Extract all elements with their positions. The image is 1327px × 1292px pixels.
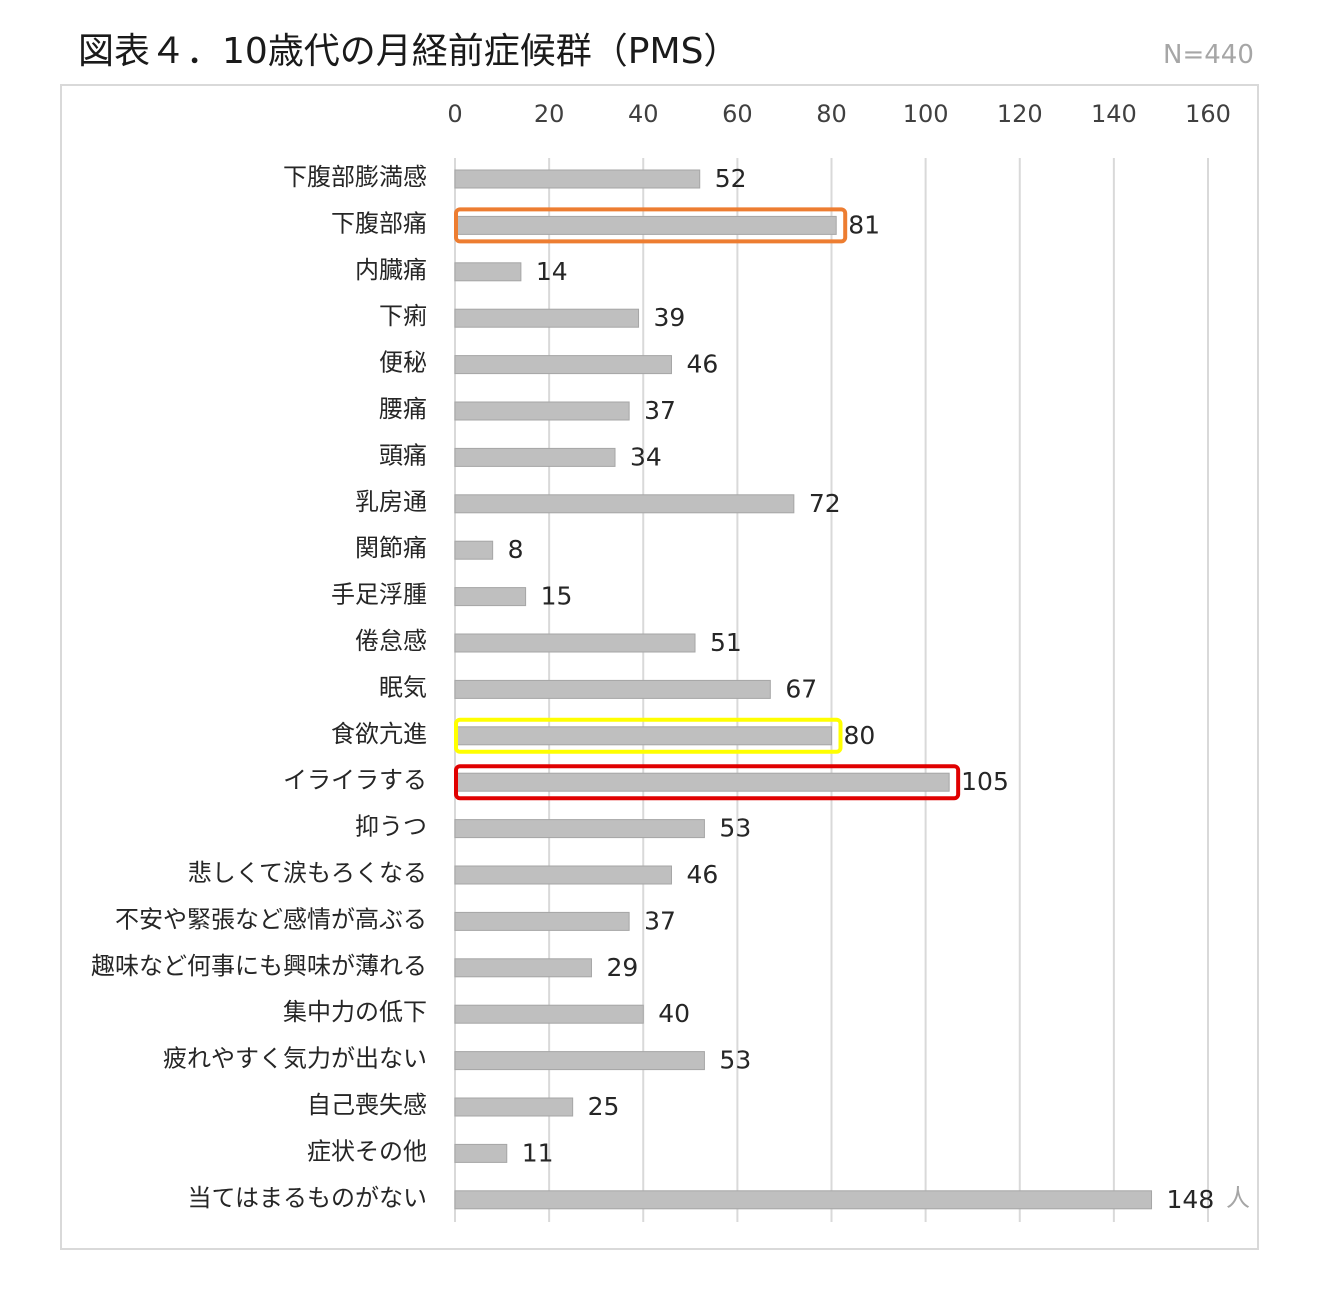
bar xyxy=(454,1143,508,1163)
category-label: 内臓痛 xyxy=(355,256,427,284)
bar xyxy=(454,587,527,607)
data-label: 46 xyxy=(686,860,718,889)
data-label: 37 xyxy=(644,396,676,425)
data-label: 51 xyxy=(710,628,742,657)
category-label: 腰痛 xyxy=(379,395,427,423)
sample-size-note: N=440 xyxy=(1163,40,1254,70)
data-label: 46 xyxy=(686,350,718,379)
bar xyxy=(454,679,771,699)
highlight-box xyxy=(454,764,961,801)
bar xyxy=(454,169,701,189)
category-label: 集中力の低下 xyxy=(283,998,427,1026)
x-tick-label: 60 xyxy=(722,100,753,128)
x-tick-label: 20 xyxy=(534,100,565,128)
category-label: 症状その他 xyxy=(307,1137,427,1165)
category-label: 下腹部膨満感 xyxy=(283,163,427,191)
category-label: 不安や緊張など感情が高ぶる xyxy=(115,905,427,933)
x-tick-label: 100 xyxy=(903,100,949,128)
bar xyxy=(454,1051,705,1071)
x-tick-label: 80 xyxy=(816,100,847,128)
bar xyxy=(454,819,705,839)
bar xyxy=(454,355,672,375)
x-tick-label: 40 xyxy=(628,100,659,128)
data-label: 14 xyxy=(536,257,568,286)
data-label: 80 xyxy=(844,721,876,750)
data-label: 53 xyxy=(719,1046,751,1075)
chart-title: 図表４．10歳代の月経前症候群（PMS） xyxy=(78,31,740,72)
bar xyxy=(454,911,630,931)
bar xyxy=(454,262,522,282)
data-label: 52 xyxy=(715,164,747,193)
bar xyxy=(454,401,630,421)
x-tick-label: 120 xyxy=(997,100,1043,128)
category-label: 抑うつ xyxy=(355,813,427,841)
data-label: 25 xyxy=(588,1092,620,1121)
category-label: 頭痛 xyxy=(379,441,427,469)
data-label: 15 xyxy=(541,582,573,611)
bar xyxy=(454,772,950,792)
category-label: 関節痛 xyxy=(355,534,427,562)
data-label: 67 xyxy=(785,674,817,703)
data-label: 148 xyxy=(1167,1185,1215,1214)
category-label: イライラする xyxy=(283,766,427,794)
category-label: 倦怠感 xyxy=(355,627,427,655)
bar xyxy=(454,865,672,885)
bar xyxy=(454,633,696,653)
category-label: 下腹部痛 xyxy=(331,209,427,237)
category-label: 乳房通 xyxy=(355,488,427,516)
bar xyxy=(454,726,832,746)
data-label: 8 xyxy=(508,535,524,564)
x-tick-label: 140 xyxy=(1091,100,1137,128)
category-label: 便秘 xyxy=(379,349,427,377)
bar xyxy=(454,958,592,978)
highlight-box xyxy=(454,207,848,244)
data-label: 72 xyxy=(809,489,841,518)
data-label: 81 xyxy=(848,210,880,239)
data-label: 53 xyxy=(719,814,751,843)
category-label: 下痢 xyxy=(379,302,427,330)
data-label: 11 xyxy=(522,1138,554,1167)
bar xyxy=(454,447,616,467)
category-label: 食欲亢進 xyxy=(331,720,427,748)
highlight-box xyxy=(454,717,843,754)
category-label: 眠気 xyxy=(379,673,427,701)
data-label: 39 xyxy=(654,303,686,332)
category-label: 趣味など何事にも興味が薄れる xyxy=(91,952,427,980)
bar xyxy=(454,308,640,328)
data-label: 29 xyxy=(606,953,638,982)
bar xyxy=(454,1190,1153,1210)
category-label: 悲しくて涙もろくなる xyxy=(188,859,427,887)
category-label: 疲れやすく気力が出ない xyxy=(163,1045,427,1073)
data-label: 37 xyxy=(644,906,676,935)
bar xyxy=(454,494,795,514)
category-label: 自己喪失感 xyxy=(307,1091,427,1119)
x-tick-label: 0 xyxy=(447,100,462,128)
category-label: 当てはまるものがない xyxy=(187,1184,427,1212)
category-label: 手足浮腫 xyxy=(331,581,427,609)
bar xyxy=(454,1004,644,1024)
data-label: 40 xyxy=(658,999,690,1028)
data-label: 34 xyxy=(630,442,662,471)
bar xyxy=(454,1097,574,1117)
x-tick-label: 160 xyxy=(1185,100,1231,128)
bar xyxy=(454,215,837,235)
data-label: 105 xyxy=(961,767,1009,796)
chart-frame xyxy=(60,84,1259,1250)
unit-label: 人 xyxy=(1226,1184,1250,1212)
bar xyxy=(454,540,494,560)
